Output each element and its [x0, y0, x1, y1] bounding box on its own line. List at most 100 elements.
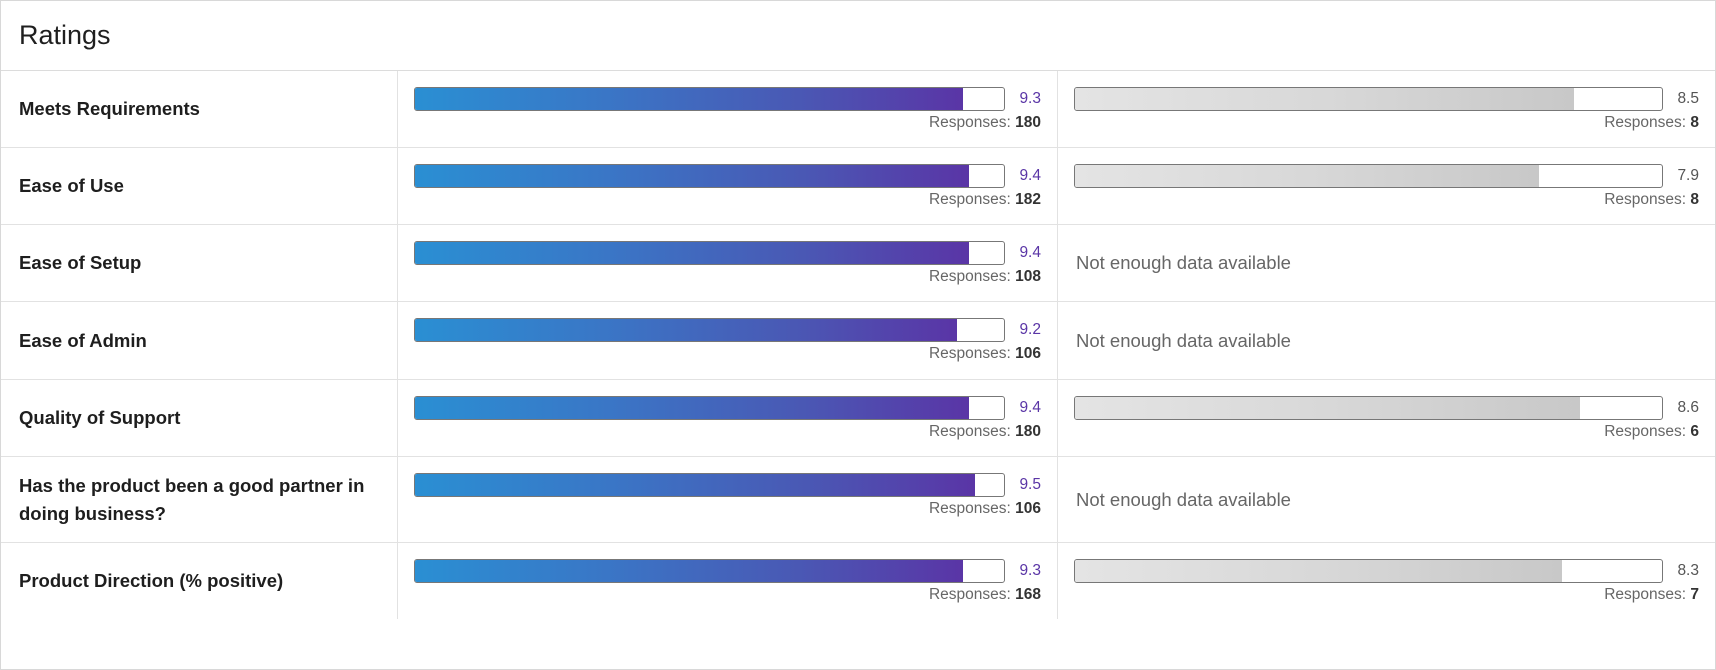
primary-product-score: 9.3: [1019, 562, 1041, 579]
responses-label: Responses:: [928, 500, 1016, 517]
comparison-product-rating: 8.6 Responses: 6: [1074, 396, 1699, 441]
primary-product-rating-bar-fill: [415, 242, 969, 264]
responses-count: 106: [1015, 345, 1041, 362]
rating-label: Ease of Admin: [1, 302, 398, 379]
primary-product-responses: Responses: 168: [414, 586, 1041, 604]
comparison-product-score: 7.9: [1677, 167, 1699, 184]
primary-product-score: 9.3: [1019, 90, 1041, 107]
responses-label: Responses:: [928, 423, 1016, 440]
primary-product-rating-bar: [414, 164, 1005, 188]
primary-product-rating-bar: [414, 473, 1005, 497]
responses-label: Responses:: [928, 345, 1016, 362]
rating-label-text: Ease of Admin: [19, 329, 147, 351]
rating-label-text: Ease of Use: [19, 175, 124, 196]
primary-product-rating-bar-fill: [415, 397, 969, 419]
comparison-product-rating: 8.3 Responses: 7: [1074, 559, 1699, 604]
rating-row-quality-of-support: Quality of Support 9.4 Responses: 180 8.6 Re…: [1, 380, 1715, 457]
primary-product-rating-bar: [414, 87, 1005, 111]
comparison-product-cell: Not enough data available: [1058, 457, 1715, 542]
comparison-product-rating-bar: [1074, 559, 1663, 583]
primary-product-responses: Responses: 182: [414, 191, 1041, 209]
comparison-product-rating: 8.5 Responses: 8: [1074, 87, 1699, 132]
comparison-product-score: 8.6: [1677, 399, 1699, 416]
comparison-product-responses: Responses: 8: [1074, 191, 1699, 209]
primary-product-rating: 9.4 Responses: 108: [414, 241, 1041, 286]
primary-product-cell: 9.3 Responses: 180: [398, 71, 1058, 147]
rating-label: Ease of Setup: [1, 225, 398, 301]
comparison-product-rating: 7.9 Responses: 8: [1074, 164, 1699, 209]
responses-label: Responses:: [1604, 114, 1691, 131]
rating-label: Quality of Support: [1, 380, 398, 456]
rating-label: Has the product been a good partner in d…: [1, 457, 398, 542]
responses-count: 180: [1015, 114, 1041, 131]
primary-product-rating-bar-fill: [415, 319, 957, 341]
not-enough-data-message: Not enough data available: [1076, 329, 1291, 351]
responses-count: 8: [1690, 114, 1699, 131]
rating-row-ease-of-admin: Ease of Admin 9.2 Responses: 106 Not enough…: [1, 302, 1715, 380]
comparison-product-rating-bar-fill: [1075, 165, 1539, 187]
rating-label-text: Meets Requirements: [19, 98, 200, 119]
comparison-product-cell: 8.6 Responses: 6: [1058, 380, 1715, 456]
primary-product-responses: Responses: 106: [414, 345, 1041, 363]
responses-count: 8: [1690, 191, 1699, 208]
responses-count: 7: [1690, 586, 1699, 603]
responses-count: 168: [1015, 586, 1041, 603]
primary-product-score: 9.4: [1019, 244, 1041, 261]
primary-product-rating-bar-fill: [415, 165, 969, 187]
rating-row-product-direction-positive: Product Direction (% positive) 9.3 Respons…: [1, 543, 1715, 619]
responses-label: Responses:: [928, 268, 1016, 285]
comparison-product-rating-bar: [1074, 396, 1663, 420]
comparison-product-rating-bar-fill: [1075, 560, 1563, 582]
responses-label: Responses:: [1604, 191, 1691, 208]
primary-product-rating: 9.3 Responses: 168: [414, 559, 1041, 604]
comparison-product-cell: Not enough data available: [1058, 225, 1715, 301]
responses-label: Responses:: [928, 586, 1016, 603]
comparison-product-rating-bar-fill: [1075, 88, 1574, 110]
comparison-product-rating-bar: [1074, 87, 1663, 111]
rating-label-text: Has the product been a good partner in d…: [19, 474, 365, 524]
comparison-product-cell: 8.3 Responses: 7: [1058, 543, 1715, 619]
rating-row-meets-requirements: Meets Requirements 9.3 Responses: 180 8.5 Re…: [1, 71, 1715, 148]
primary-product-rating-bar: [414, 396, 1005, 420]
primary-product-rating: 9.3 Responses: 180: [414, 87, 1041, 132]
responses-count: 108: [1015, 268, 1041, 285]
primary-product-rating: 9.4 Responses: 182: [414, 164, 1041, 209]
primary-product-rating-bar-fill: [415, 560, 963, 582]
not-enough-data-message: Not enough data available: [1076, 252, 1291, 273]
primary-product-cell: 9.4 Responses: 180: [398, 380, 1058, 456]
primary-product-rating: 9.5 Responses: 106: [414, 473, 1041, 518]
rating-label-text: Product Direction (% positive): [19, 570, 284, 591]
responses-label: Responses:: [1604, 586, 1691, 603]
primary-product-cell: 9.5 Responses: 106: [398, 457, 1058, 542]
comparison-product-cell: Not enough data available: [1058, 302, 1715, 379]
rating-label-text: Ease of Setup: [19, 252, 142, 273]
ratings-rows: Meets Requirements 9.3 Responses: 180 8.5 Re…: [1, 71, 1715, 619]
primary-product-cell: 9.4 Responses: 108: [398, 225, 1058, 301]
rating-row-ease-of-use: Ease of Use 9.4 Responses: 182 7.9 Responses…: [1, 148, 1715, 225]
primary-product-rating-bar: [414, 559, 1005, 583]
comparison-product-score: 8.3: [1677, 562, 1699, 579]
primary-product-rating-bar: [414, 241, 1005, 265]
primary-product-responses: Responses: 106: [414, 500, 1041, 518]
comparison-product-score: 8.5: [1677, 90, 1699, 107]
responses-count: 106: [1015, 500, 1041, 517]
primary-product-score: 9.5: [1019, 476, 1041, 493]
comparison-product-cell: 8.5 Responses: 8: [1058, 71, 1715, 147]
comparison-product-responses: Responses: 6: [1074, 423, 1699, 441]
primary-product-cell: 9.2 Responses: 106: [398, 302, 1058, 379]
responses-label: Responses:: [928, 191, 1016, 208]
rating-label: Meets Requirements: [1, 71, 398, 147]
primary-product-cell: 9.3 Responses: 168: [398, 543, 1058, 619]
primary-product-rating-bar-fill: [415, 88, 963, 110]
primary-product-responses: Responses: 180: [414, 423, 1041, 441]
comparison-product-rating-bar-fill: [1075, 397, 1580, 419]
comparison-product-responses: Responses: 7: [1074, 586, 1699, 604]
comparison-product-rating-bar: [1074, 164, 1663, 188]
not-enough-data-message: Not enough data available: [1076, 488, 1291, 510]
primary-product-score: 9.4: [1019, 399, 1041, 416]
rating-row-ease-of-setup: Ease of Setup 9.4 Responses: 108 Not enough…: [1, 225, 1715, 302]
primary-product-rating-bar-fill: [415, 474, 975, 496]
responses-label: Responses:: [1604, 423, 1691, 440]
primary-product-responses: Responses: 108: [414, 268, 1041, 286]
